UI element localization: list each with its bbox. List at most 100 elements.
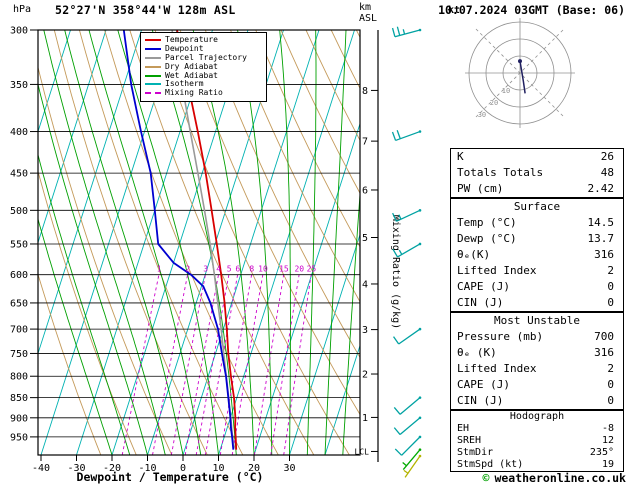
panel-section-title: Surface: [513, 200, 561, 213]
wind-barb-feather: [396, 26, 401, 36]
stat-value: 316: [594, 346, 614, 359]
stat-value: 235°: [589, 447, 614, 458]
skewt-background: [38, 30, 360, 455]
pressure-tick-label: 550: [10, 239, 28, 250]
stat-value: 2: [607, 362, 614, 375]
km-tick-label: 1: [362, 413, 368, 424]
stat-value: 0: [607, 394, 614, 407]
legend-swatch-temp: [145, 39, 161, 42]
temperature-curve: [176, 30, 238, 450]
stat-value: 0: [607, 280, 614, 293]
temperature-tick-label: 30: [283, 463, 295, 474]
legend-box: Temperature Dewpoint Parcel Trajectory Dry …: [140, 32, 267, 102]
stat-label: SREH: [457, 435, 482, 446]
pressure-tick-label: 600: [10, 270, 28, 281]
stat-label: CAPE (J): [457, 280, 510, 293]
wind-barb-feather: [396, 130, 401, 139]
mixing-ratio-value-label: 8: [249, 265, 254, 274]
stat-row: EH -8: [451, 423, 623, 435]
hodograph-ring: [502, 55, 538, 91]
stat-row: Temp (°C) 14.5: [451, 215, 623, 231]
mixing-ratio-line: [231, 274, 264, 455]
mixing-ratio-value-label: 10: [258, 265, 268, 274]
km-tick-label: 7: [362, 137, 368, 148]
wind-barb-feather: [394, 448, 403, 456]
stat-label: K: [457, 150, 464, 163]
legend-item-label: Parcel Trajectory: [165, 52, 247, 62]
stat-label: Temp (°C): [457, 216, 517, 229]
wind-barb: [392, 209, 422, 222]
altitude-unit-km: km: [359, 2, 372, 13]
stat-row: Lifted Index 2: [451, 361, 623, 377]
temperature-tick-label: -20: [103, 463, 121, 474]
stat-row: CAPE (J) 0: [451, 279, 623, 295]
hodograph-kt-label: kt: [448, 5, 460, 16]
legend-item-label: Mixing Ratio: [165, 88, 223, 98]
datetime-title: 10.07.2024 03GMT (Base: 06): [438, 3, 625, 17]
stat-value: 2: [607, 264, 614, 277]
wind-barb-staff: [396, 209, 421, 222]
pressure-unit-label: hPa: [13, 4, 32, 15]
legend-item: Isotherm: [145, 80, 264, 89]
temperature-tick-label: -40: [32, 463, 50, 474]
legend-item-label: Dewpoint: [165, 44, 204, 54]
mixing-ratio-value-label: 4: [216, 265, 221, 274]
panel-section-surface: Surface Temp (°C) 14.5 Dewp (°C) 13.7 θₑ(K) 31…: [450, 198, 624, 312]
legend-item: Mixing Ratio: [145, 89, 264, 98]
km-tick-label: 6: [362, 185, 368, 196]
stat-row: CIN (J) 0: [451, 393, 623, 409]
legend-item: Parcel Trajectory: [145, 52, 264, 63]
legend-swatch-dry: [145, 65, 161, 68]
panel-section-hodograph: Hodograph EH -8 SREH 12 StmDir 235° StmSpd (kt)…: [450, 410, 624, 472]
legend-swatch-parcel: [145, 56, 161, 59]
stat-label: Dewp (°C): [457, 232, 517, 245]
km-tick-label: 4: [362, 279, 368, 290]
legend-swatch-mix: [145, 92, 161, 95]
stat-row: θₑ (K) 316: [451, 345, 623, 361]
pressure-tick-label: 450: [10, 169, 28, 180]
stat-value: 13.7: [587, 232, 615, 245]
wind-barb-staff: [399, 417, 421, 436]
wind-barb: [402, 448, 422, 470]
stat-row: CAPE (J) 0: [451, 377, 623, 393]
stat-label: EH: [457, 423, 470, 434]
wind-barb-staff: [397, 243, 421, 258]
stat-row: θₑ(K) 316: [451, 247, 623, 263]
stat-row: Lifted Index 2: [451, 263, 623, 279]
wind-barb-half-feather: [398, 249, 403, 255]
stat-label: Totals Totals: [457, 166, 544, 179]
stat-label: CAPE (J): [457, 378, 510, 391]
stat-label: StmDir: [457, 447, 494, 458]
stat-row: Totals Totals 48: [451, 165, 623, 181]
km-tick-label: 2: [362, 370, 368, 381]
panel-section-most-unstable: Most Unstable Pressure (mb) 700 θₑ (K) 316 Li…: [450, 312, 624, 410]
stat-row: StmDir 235°: [451, 447, 623, 459]
pressure-tick-label: 650: [10, 298, 28, 309]
plot-border: [37, 29, 361, 456]
hodograph: 10 20 30 kt: [448, 5, 575, 128]
legend-item-label: Temperature: [165, 35, 218, 45]
mixing-ratio-line: [270, 274, 300, 455]
mixing-ratio-value-label: 1: [157, 265, 162, 274]
sounding-curves: [122, 30, 238, 451]
wind-barb-staff: [399, 397, 421, 415]
wind-barb-staff: [402, 449, 421, 470]
wind-barb-feather: [393, 427, 401, 435]
legend-item-label: Wet Adiabat: [165, 70, 218, 80]
x-axis-title: Dewpoint / Temperature (°C): [76, 470, 264, 484]
stat-value: 316: [594, 248, 614, 261]
pressure-tick-label: 700: [10, 325, 28, 336]
stat-value: 2.42: [587, 182, 615, 195]
mixing-ratio-line: [152, 274, 189, 455]
legend-swatch-wet: [145, 74, 161, 77]
stat-label: CIN (J): [457, 296, 504, 309]
stat-value: 26: [600, 150, 614, 163]
stat-label: Lifted Index: [457, 362, 537, 375]
stat-row: K 26: [451, 149, 623, 165]
wind-barb-feather: [391, 131, 397, 141]
stat-label: StmSpd (kt): [457, 459, 524, 470]
isotherm-line: [38, 30, 142, 355]
pressure-tick-label: 750: [10, 349, 28, 360]
